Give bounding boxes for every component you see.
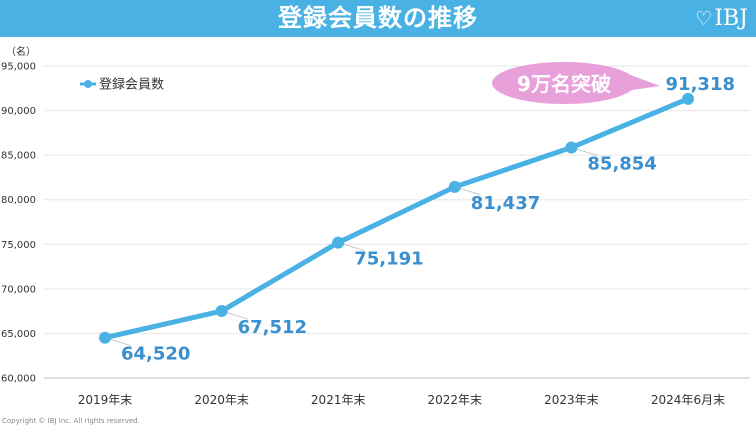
callout-bubble bbox=[492, 62, 636, 104]
y-axis-unit: （名） bbox=[6, 47, 36, 58]
page-title: 登録会員数の推移 bbox=[278, 4, 478, 32]
data-label: 81,437 bbox=[471, 193, 540, 214]
legend-label: 登録会員数 bbox=[99, 78, 164, 93]
data-label: 64,520 bbox=[121, 344, 190, 365]
x-tick-label: 2021年末 bbox=[311, 393, 366, 407]
data-label: 85,854 bbox=[587, 154, 656, 175]
legend-marker bbox=[84, 80, 92, 88]
series-line-members bbox=[102, 96, 691, 341]
x-tick-label: 2020年末 bbox=[194, 393, 249, 407]
brand-name: IBJ bbox=[714, 6, 748, 31]
data-label: 91,318 bbox=[666, 74, 735, 95]
y-tick-label: 60,000 bbox=[1, 374, 36, 385]
data-label: 67,512 bbox=[238, 317, 307, 338]
y-tick-label: 80,000 bbox=[1, 195, 36, 206]
data-point bbox=[99, 331, 111, 344]
header-banner: 登録会員数の推移 ♡IBJ bbox=[0, 0, 756, 37]
data-point bbox=[565, 141, 578, 154]
data-point bbox=[682, 92, 694, 105]
y-tick-label: 65,000 bbox=[1, 329, 36, 340]
copyright-text: Copyright © IBJ Inc. All rights reserved… bbox=[2, 417, 140, 425]
y-tick-label: 85,000 bbox=[1, 151, 36, 162]
x-tick-label: 2019年末 bbox=[78, 393, 133, 407]
y-tick-label: 70,000 bbox=[1, 284, 36, 295]
callout-text: 9万名突破 bbox=[517, 72, 611, 96]
y-tick-label: 90,000 bbox=[1, 106, 36, 117]
heart-outline-icon: ♡ bbox=[695, 8, 713, 30]
y-tick-label: 75,000 bbox=[1, 240, 36, 251]
y-tick-label: 95,000 bbox=[1, 62, 36, 73]
data-point bbox=[448, 180, 461, 193]
x-tick-label: 2022年末 bbox=[428, 393, 483, 407]
data-point bbox=[332, 236, 345, 249]
x-tick-label: 2024年6月末 bbox=[651, 393, 725, 407]
x-tick-label: 2023年末 bbox=[544, 393, 599, 407]
data-label: 75,191 bbox=[354, 249, 423, 270]
data-point bbox=[215, 305, 228, 318]
brand-logo: ♡IBJ bbox=[695, 0, 748, 37]
